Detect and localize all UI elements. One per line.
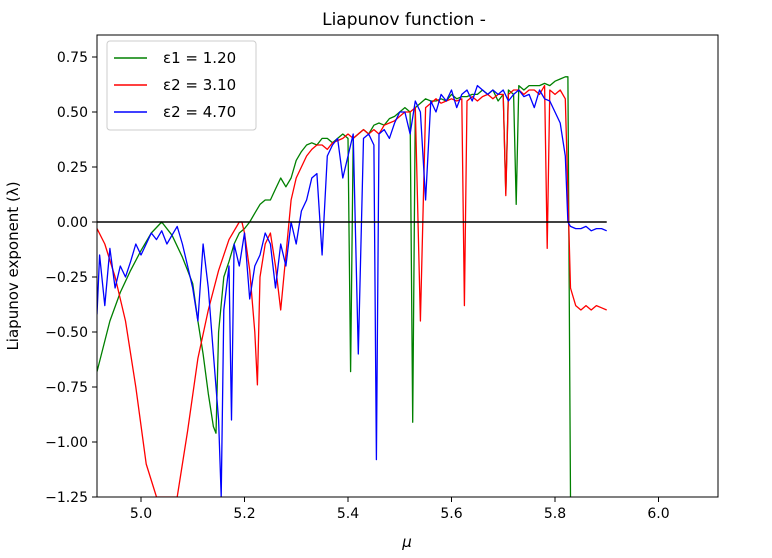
legend-label-3: ε2 = 4.70 [163,103,236,121]
series-layer [97,76,607,497]
chart-title: Liapunov function - [322,10,486,30]
x-tick-label: 6.0 [647,506,669,522]
x-tick-label: 5.6 [440,506,462,522]
legend-label-1: ε1 = 1.20 [163,49,236,67]
y-tick-label: −1.00 [45,435,88,451]
x-tick-label: 5.8 [544,506,566,522]
y-tick-label: 0.50 [57,105,88,121]
y-tick-label: 0.25 [57,160,88,176]
legend-box [106,40,257,131]
x-tick-label: 5.0 [130,506,152,522]
series-line-3 [97,84,607,497]
y-tick-label: −1.25 [45,490,88,506]
y-axis: 0.75 0.50 0.25 0.00 −0.25 −0.50 −0.75 −1.00 −1.2… [45,50,97,506]
legend: ε1 = 1.20 ε2 = 3.10 ε2 = 4.70 [106,40,257,131]
y-tick-label: −0.75 [45,380,88,396]
y-tick-label: −0.25 [45,270,88,286]
plot-frame [96,34,719,498]
y-tick-label: −0.50 [45,325,88,341]
series-line-1 [97,76,572,497]
y-axis-label: Liapunov exponent (λ) [4,181,22,350]
y-tick-label: 0.00 [57,215,88,231]
x-axis: 5.0 5.2 5.4 5.6 5.8 6.0 [130,497,670,522]
x-axis-label: μ [401,533,412,551]
y-tick-label: 0.75 [57,50,88,66]
x-tick-label: 5.2 [233,506,255,522]
legend-label-2: ε2 = 3.10 [163,76,236,94]
x-tick-label: 5.4 [337,506,359,522]
